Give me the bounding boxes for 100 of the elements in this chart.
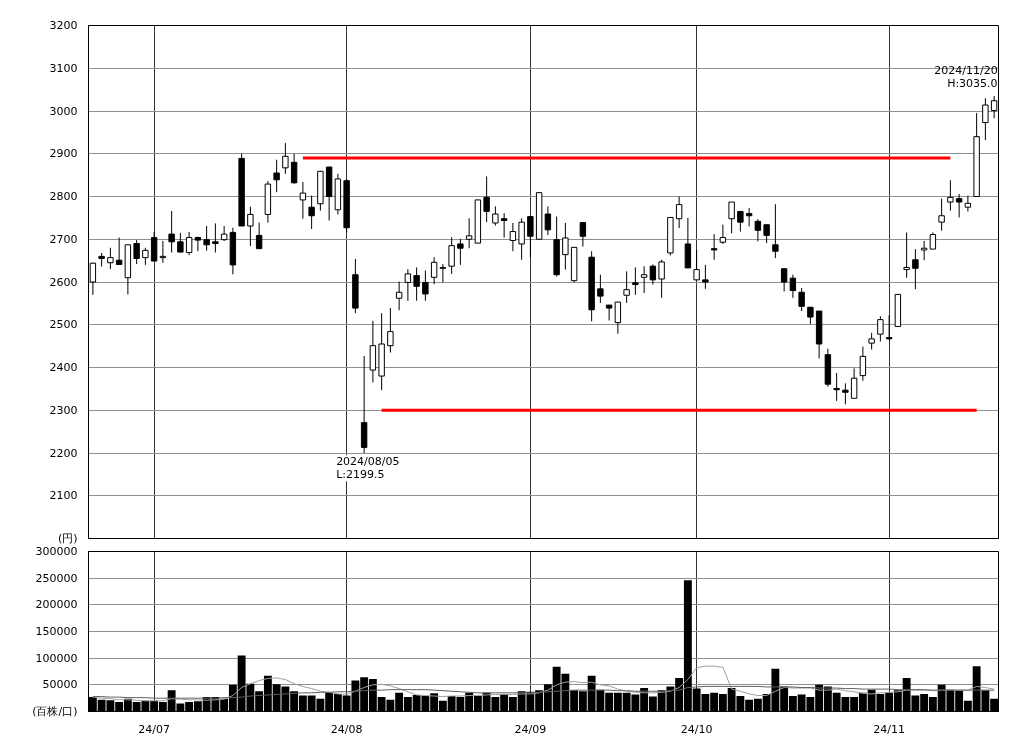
y-tick-label: 3200 <box>49 19 78 32</box>
candlestick <box>483 175 490 223</box>
candlestick <box>798 287 805 312</box>
candlestick <box>290 153 298 185</box>
y-tick-label: 250000 <box>35 571 78 585</box>
candlestick <box>395 281 403 311</box>
candlestick <box>220 225 228 242</box>
candlestick <box>509 222 517 252</box>
candlestick <box>518 217 525 261</box>
candlestick <box>772 203 779 259</box>
candlestick <box>194 236 202 252</box>
candlestick <box>947 179 954 212</box>
y-tick-label: 2800 <box>49 190 78 203</box>
candlestick <box>177 232 184 253</box>
candlestick <box>448 236 455 275</box>
candlestick <box>693 249 700 281</box>
candlestick <box>247 206 254 247</box>
candlestick <box>185 231 193 256</box>
candlestick <box>413 266 420 302</box>
y-tick-label: 2300 <box>49 403 78 417</box>
candlestick <box>728 201 735 234</box>
candlestick <box>299 181 307 220</box>
line-series <box>92 685 995 699</box>
candlestick <box>168 210 175 253</box>
candlestick <box>955 193 963 218</box>
candlestick <box>465 217 473 249</box>
candlestick <box>282 142 289 175</box>
candlestick <box>982 97 989 141</box>
candlestick <box>702 264 709 290</box>
x-tick-label: 24/11 <box>873 722 905 736</box>
candlestick <box>404 268 412 302</box>
y-tick-label: 2900 <box>49 147 78 161</box>
candlestick <box>920 240 928 261</box>
candlestick <box>938 198 945 232</box>
y-tick-label: 2500 <box>49 318 78 332</box>
candlestick <box>754 218 762 242</box>
candlestick <box>492 205 499 227</box>
y-tick-label: 3000 <box>49 104 78 118</box>
candlestick <box>273 159 280 193</box>
y-tick-label: 300000 <box>35 545 78 558</box>
candlestick <box>719 224 727 245</box>
candlestick <box>964 195 972 212</box>
candlestick <box>658 259 665 299</box>
candlestick <box>500 212 508 239</box>
y-tick-label: 2200 <box>49 446 78 460</box>
candlestick <box>623 270 630 304</box>
candlestick <box>649 263 657 286</box>
annotation: 2024/08/05 L:2199.5 <box>336 455 400 482</box>
candlestick <box>457 238 464 266</box>
candlestick <box>579 222 587 248</box>
candlestick <box>562 222 569 271</box>
candlestick <box>877 315 884 342</box>
candlestick <box>107 247 114 270</box>
candlestick <box>387 307 394 354</box>
y-tick-label: 2400 <box>49 361 78 374</box>
x-tick-label: 24/10 <box>680 722 713 736</box>
candlestick <box>597 274 604 304</box>
y-tick-label: 100000 <box>35 651 78 665</box>
candlestick <box>430 256 438 285</box>
candlestick <box>133 239 140 265</box>
y-tick-label: 200000 <box>35 598 78 612</box>
candlestick <box>789 274 797 299</box>
candlestick <box>912 248 919 290</box>
candlestick <box>212 222 219 253</box>
x-tick-label: 24/07 <box>138 722 170 736</box>
candlestick <box>203 225 210 252</box>
candlestick <box>422 269 429 302</box>
candlestick <box>544 205 552 236</box>
candlestick <box>115 237 123 265</box>
y-tick-label: 2600 <box>49 275 78 289</box>
candlestick <box>850 367 858 399</box>
candlestick <box>527 216 534 258</box>
candlestick <box>439 263 447 283</box>
line-series <box>92 665 995 702</box>
y-axis-title: (百株/口) <box>32 705 78 718</box>
y-tick-label: 150000 <box>35 625 78 638</box>
candlestick <box>737 210 744 233</box>
candlestick <box>763 224 770 244</box>
annotation: 2024/11/20 H:3035.0 <box>934 64 998 91</box>
y-tick-label: 2700 <box>49 232 78 246</box>
candlestick <box>842 382 849 405</box>
candlestick <box>640 265 648 294</box>
candlestick <box>255 222 263 250</box>
x-tick-label: 24/08 <box>330 722 363 736</box>
candlestick <box>859 346 867 382</box>
y-tick-label: 2100 <box>49 489 78 503</box>
candlestick <box>308 195 315 230</box>
candlestick <box>605 304 613 321</box>
candlestick <box>614 301 622 335</box>
candlestick <box>684 217 692 269</box>
y-tick-label: 50000 <box>42 678 78 692</box>
candlestick <box>710 233 718 261</box>
candlestick <box>833 372 840 402</box>
candlestick <box>632 266 639 296</box>
candlestick <box>675 196 683 229</box>
y-tick-label: 3100 <box>49 61 78 75</box>
candlestick <box>780 268 788 292</box>
y-axis-title: (円) <box>57 532 78 545</box>
x-tick-label: 24/09 <box>514 722 547 736</box>
candlestick <box>903 231 910 279</box>
